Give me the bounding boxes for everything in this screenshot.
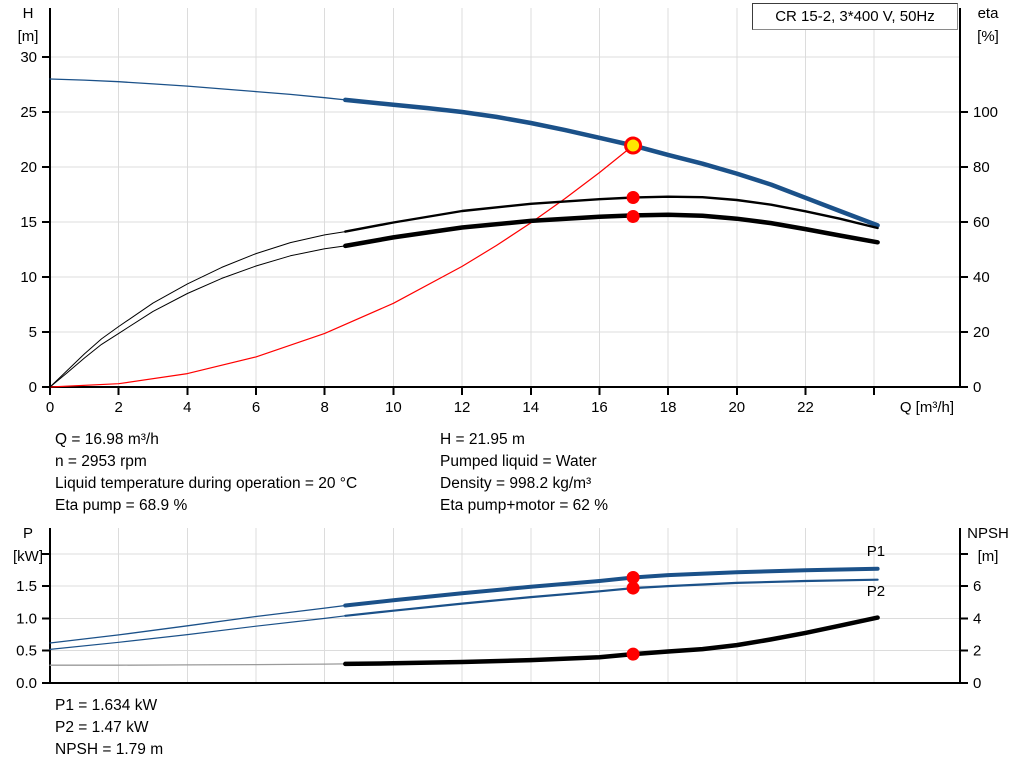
eta-pump-value: Eta pump = 68.9 % [55,497,188,514]
right-axis-tick-label: 100 [973,104,998,121]
x-axis-tick-label: 18 [660,399,677,416]
x-axis-tick-label: 20 [728,399,745,416]
left-axis-tick-label: 0 [29,379,37,396]
duty-point-info-right: H = 21.95 m Pumped liquid = Water Densit… [440,429,608,517]
left-axis-tick-label: 5 [29,324,37,341]
head-thin-curve [49,78,346,101]
x-axis-tick-label: 0 [46,399,54,416]
x-axis-tick-label: 14 [522,399,539,416]
p1-curve-label: P1 [867,543,885,560]
p1-value: P1 = 1.634 kW [55,697,158,714]
eta-pump-thin-curve [49,231,346,388]
p2-thin-curve [49,615,346,651]
npsh-thin-curve [49,663,346,666]
head-curve [343,97,880,228]
p1-curve [343,566,880,608]
x-axis-tick-label: 6 [252,399,260,416]
left-axis-tick-label: 30 [20,49,37,66]
pumped-liquid-value: Pumped liquid = Water [440,453,597,470]
operating-point-dot [626,209,640,223]
bottom-left-axis-title: P [23,525,33,542]
right-axis-tick-label: 40 [973,269,990,286]
right-axis-tick-label: 0 [973,379,981,396]
duty-head-value: H = 21.95 m [440,431,525,448]
left-axis-tick-label: 1.5 [16,578,37,595]
p1-thin-curve [49,604,346,644]
x-axis-tick-label: 16 [591,399,608,416]
right-axis-tick-label: 4 [973,610,981,627]
duty-point-info-left: Q = 16.98 m³/h n = 2953 rpm Liquid tempe… [55,429,357,517]
duty-point-marker [624,136,643,155]
p2-curve [344,578,879,617]
right-axis-tick-label: 20 [973,324,990,341]
bottom-right-axis-title: NPSH [967,525,1009,542]
top-left-axis-title: [m] [18,28,39,45]
bottom-left-axis-title: [kW] [13,548,43,565]
x-axis-tick-label: 8 [321,399,329,416]
eta-pump-motor-thin-curve [49,245,346,388]
eta-pump-motor-curve [343,212,880,249]
top-right-axis-title: [%] [977,28,999,45]
system-curve-curve [49,144,634,388]
top-chart: 0 5 10 15 20 25 30 0 20 40 60 80 100 0 2 4 6 8 10 12 14 16 18 2… [18,5,1000,416]
duty-speed-value: n = 2953 rpm [55,453,147,470]
operating-point-dot [626,191,640,204]
left-axis-tick-label: 10 [20,269,37,286]
top-left-axis-title: H [23,5,34,22]
right-axis-tick-label: 80 [973,159,990,176]
left-axis-tick-label: 0.5 [16,643,37,660]
left-axis-tick-label: 20 [20,159,37,176]
x-axis-tick-label: 4 [183,399,191,416]
p2-value: P2 = 1.47 kW [55,719,149,736]
npsh-curve [343,615,880,667]
left-axis-tick-label: 1.0 [16,610,37,627]
right-axis-tick-label: 0 [973,675,981,692]
right-axis-tick-label: 6 [973,578,981,595]
left-axis-tick-label: 25 [20,104,37,121]
operating-point-dot [626,647,640,661]
right-axis-tick-label: 2 [973,643,981,660]
power-npsh-info: P1 = 1.634 kW P2 = 1.47 kW NPSH = 1.79 m [55,695,163,761]
duty-flow-value: Q = 16.98 m³/h [55,431,159,448]
x-axis-tick-label: 22 [797,399,814,416]
x-axis-tick-label: 2 [115,399,123,416]
bottom-chart: 0.0 0.5 1.0 1.5 0 2 4 6 P [kW] NPSH [m] P1 P2 [13,525,1009,692]
top-right-axis-title: eta [978,5,1000,22]
p2-curve-label: P2 [867,583,885,600]
x-axis-tick-label: 12 [454,399,471,416]
liquid-temperature-value: Liquid temperature during operation = 20… [55,475,358,492]
pump-model-box: CR 15-2, 3*400 V, 50Hz [752,3,958,30]
operating-point-dot [626,570,640,584]
operating-point-dot [626,581,640,595]
pump-model-label: CR 15-2, 3*400 V, 50Hz [775,8,935,25]
left-axis-tick-label: 15 [20,214,37,231]
right-axis-tick-label: 60 [973,214,990,231]
x-axis-title: Q [m³/h] [900,399,954,416]
bottom-right-axis-title: [m] [978,548,999,565]
eta-pump-motor-value: Eta pump+motor = 62 % [440,497,609,514]
x-axis-tick-label: 10 [385,399,402,416]
left-axis-tick-label: 0.0 [16,675,37,692]
density-value: Density = 998.2 kg/m³ [440,475,592,492]
npsh-value: NPSH = 1.79 m [55,741,164,758]
eta-pump-curve [344,195,879,233]
